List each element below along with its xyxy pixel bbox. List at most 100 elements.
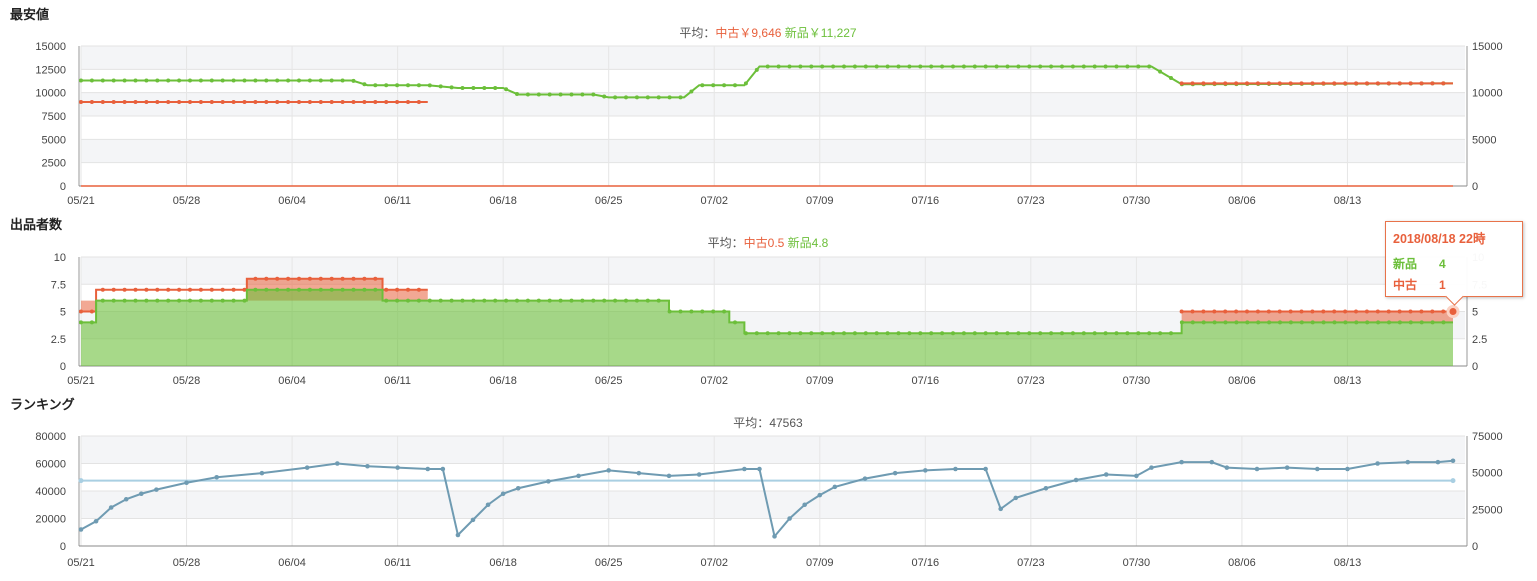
series-used-point (307, 276, 312, 281)
series-new-point (842, 331, 846, 336)
plot-band (81, 162, 1465, 186)
series-new-point (307, 287, 312, 292)
y-tick-label-right: 15000 (1472, 41, 1503, 53)
series-new-point (1016, 64, 1021, 69)
series-used-point (166, 100, 171, 104)
series-new-point (297, 78, 301, 83)
series-rank-point (123, 496, 129, 502)
y-tick-label-right: 10000 (1472, 88, 1503, 100)
series-used-point (231, 100, 236, 104)
subtitle-prefix: 平均： (733, 416, 769, 430)
series-new-point (493, 298, 498, 303)
series-used-point (122, 100, 127, 104)
series-used-point (155, 287, 160, 292)
average-point (78, 478, 84, 484)
series-rank-point (576, 473, 581, 479)
series-used-point (395, 100, 400, 104)
series-new-point (678, 95, 683, 100)
series-used-point (1408, 309, 1413, 314)
series-new-point (1288, 320, 1293, 325)
series-new-point (1158, 69, 1163, 74)
series-new-point (253, 287, 258, 292)
series-new-point (765, 331, 770, 336)
series-new-point (482, 298, 487, 303)
series-new-point (449, 85, 454, 90)
series-new-point (1038, 64, 1043, 69)
series-used-point (220, 100, 225, 104)
series-new-point (602, 298, 607, 303)
series-rank-point (1375, 461, 1380, 466)
series-rank-point (154, 487, 159, 492)
series-used-point (1441, 309, 1446, 314)
series-new-point (1049, 64, 1054, 69)
x-tick-label: 08/13 (1334, 195, 1362, 207)
series-used-point (1354, 309, 1359, 314)
series-new-point (1419, 320, 1424, 325)
series-used-point (1364, 309, 1369, 314)
series-new-point (1092, 331, 1097, 336)
series-new-point (198, 298, 203, 303)
series-new-point (951, 64, 955, 69)
series-new-point (885, 331, 890, 336)
subtitle-prefix: 平均： (679, 26, 715, 40)
x-tick-label: 08/06 (1228, 557, 1256, 569)
y-tick-label: 20000 (35, 514, 66, 526)
chart-title: 最安値 (10, 7, 49, 22)
series-used-point (373, 100, 378, 104)
series-new-point (89, 78, 94, 83)
x-tick-label: 07/23 (1017, 195, 1045, 207)
plot-band (81, 69, 1465, 93)
series-used-point (133, 100, 138, 104)
series-new-point (961, 331, 966, 336)
series-new-point (1125, 331, 1130, 336)
series-new-point (863, 331, 868, 336)
series-new-point (438, 298, 443, 303)
series-used-point (79, 100, 83, 104)
y-tick-label-right: 5 (1472, 307, 1478, 319)
series-used-point (1288, 309, 1293, 314)
chart-tooltip: 2018/08/18 22時 新品 4 中古 1 (1385, 221, 1523, 306)
series-used-point (1288, 81, 1293, 86)
series-rank-point (1134, 473, 1139, 479)
series-new-point (220, 78, 225, 83)
series-new-point (634, 298, 639, 303)
series-used-point (1179, 309, 1184, 314)
series-new-point (1278, 320, 1282, 325)
series-new-point (798, 64, 803, 69)
x-tick-label: 08/13 (1334, 557, 1362, 569)
series-new-point (1190, 320, 1195, 325)
series-used-point (1332, 81, 1337, 86)
series-new-point (1158, 331, 1163, 336)
series-new-point (983, 331, 988, 336)
series-rank-point (696, 472, 702, 477)
series-new-point (493, 86, 498, 90)
chart-subtitle: 平均：中古0.5 新品4.8 (708, 235, 829, 250)
series-used-point (1299, 81, 1304, 86)
subtitle-new: 新品￥11,227 (785, 25, 857, 40)
series-new-point (940, 64, 945, 69)
chart-subtitle: 平均：47563 (733, 416, 803, 430)
chart-subtitle: 平均：中古￥9,646 新品￥11,227 (679, 25, 857, 40)
series-used-point (1245, 81, 1250, 86)
series-rank-point (1450, 458, 1456, 464)
series-new-point (613, 95, 618, 100)
series-new-point (515, 92, 519, 96)
series-new-point (907, 64, 912, 69)
x-tick-label: 06/18 (489, 375, 517, 387)
series-new-point (242, 78, 247, 83)
series-new-point (1201, 320, 1206, 325)
subtitle-new: 新品4.8 (788, 235, 829, 250)
series-used-point (340, 276, 345, 281)
series-used-point (242, 100, 247, 104)
series-rank-point (923, 468, 928, 473)
y-tick-label-right: 25000 (1472, 504, 1503, 516)
series-used-point (133, 287, 138, 292)
series-used-point (307, 100, 312, 104)
series-rank-point (892, 470, 898, 476)
series-used-point (1310, 81, 1315, 86)
series-new-point (809, 331, 814, 336)
series-rank-point (772, 534, 777, 539)
series-rank-point (1179, 459, 1184, 465)
series-new-point (536, 92, 541, 97)
